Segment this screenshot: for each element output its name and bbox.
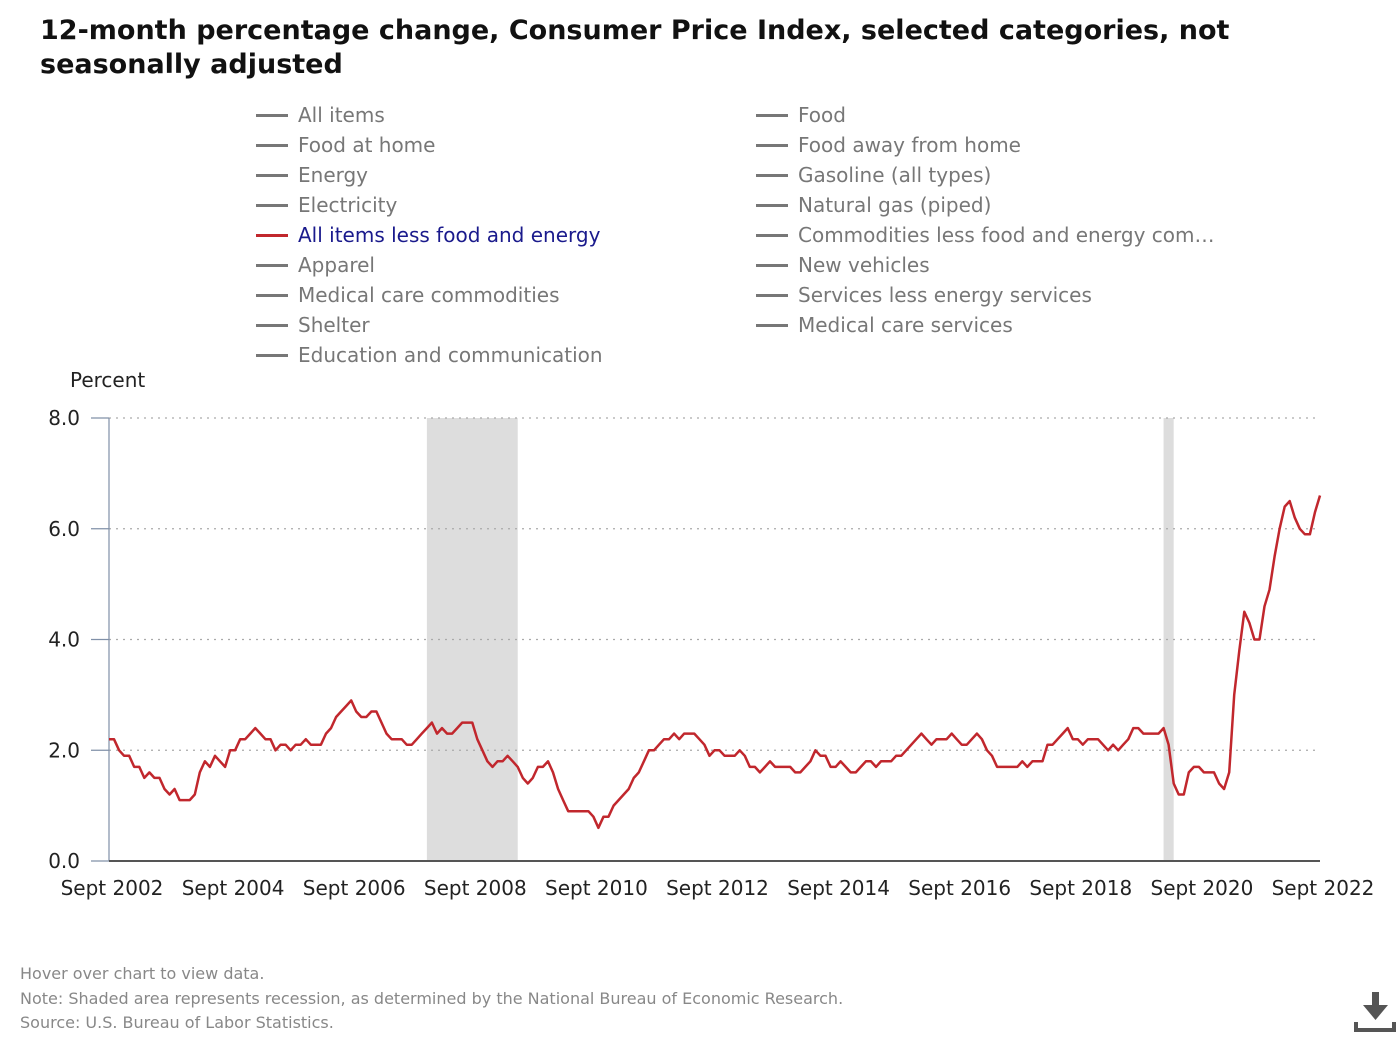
legend-swatch (756, 143, 788, 147)
legend-label: Medical care services (798, 313, 1013, 337)
legend-label: New vehicles (798, 253, 930, 277)
x-tick-label: Sept 2022 (1272, 876, 1375, 900)
legend-item[interactable]: Apparel (256, 250, 375, 280)
y-axis-title: Percent (70, 368, 146, 392)
legend-swatch (256, 323, 288, 327)
recession-band (426, 418, 518, 861)
legend-item[interactable]: Gasoline (all types) (756, 160, 991, 190)
x-tick-label: Sept 2020 (1151, 876, 1254, 900)
legend-swatch (256, 113, 288, 117)
x-tick-label: Sept 2008 (424, 876, 527, 900)
hover-hint: Hover over chart to view data. (20, 964, 265, 983)
x-tick-label: Sept 2016 (908, 876, 1011, 900)
legend-swatch (756, 113, 788, 117)
legend-item[interactable]: All items less food and energy (256, 220, 600, 250)
y-tick-label: 2.0 (48, 738, 80, 762)
legend-item[interactable]: Natural gas (piped) (756, 190, 991, 220)
legend-label: Services less energy services (798, 283, 1092, 307)
legend-label: Energy (298, 163, 369, 187)
legend-swatch (256, 353, 288, 357)
line-chart[interactable]: 0.0 2.0 4.0 6.0 8.0 Sept 2002 Sept 2004 Sept 20… (0, 395, 1400, 915)
y-tick-label: 8.0 (48, 406, 80, 430)
legend-item[interactable]: Food away from home (756, 130, 1021, 160)
legend-item[interactable]: Services less energy services (756, 280, 1092, 310)
legend-label: Medical care commodities (298, 283, 560, 307)
legend-label: Natural gas (piped) (798, 193, 992, 217)
recession-note: Note: Shaded area represents recession, … (20, 988, 844, 1008)
legend-item[interactable]: Medical care services (756, 310, 1013, 340)
x-tick-label: Sept 2018 (1029, 876, 1132, 900)
legend-swatch (256, 203, 288, 207)
x-tick-label: Sept 2014 (787, 876, 890, 900)
x-tick-label: Sept 2006 (303, 876, 406, 900)
legend-label: All items less food and energy (298, 223, 601, 247)
legend-swatch (256, 143, 288, 147)
legend-item[interactable]: Medical care commodities (256, 280, 559, 310)
legend-label: Apparel (298, 253, 375, 277)
legend-swatch (256, 293, 288, 297)
series-line (109, 495, 1322, 830)
legend-label: Electricity (298, 193, 398, 217)
x-tick-label: Sept 2004 (182, 876, 285, 900)
legend-swatch (256, 173, 288, 177)
legend-swatch (756, 203, 788, 207)
legend-label: Education and communication (298, 343, 603, 367)
legend-swatch (256, 233, 288, 237)
legend-swatch (256, 263, 288, 267)
legend-item[interactable]: Electricity (256, 190, 397, 220)
legend-swatch (756, 173, 788, 177)
x-tick-label: Sept 2010 (545, 876, 648, 900)
chart-title: 12-month percentage change, Consumer Pri… (40, 15, 1230, 80)
legend-swatch (756, 263, 788, 267)
legend-item[interactable]: Energy (256, 160, 368, 190)
x-tick-label: Sept 2012 (666, 876, 769, 900)
y-tick-label: 4.0 (48, 628, 80, 652)
y-tick-label: 0.0 (48, 849, 80, 873)
legend-item[interactable]: Food at home (256, 130, 435, 160)
legend-swatch (756, 323, 788, 327)
legend-item[interactable]: Food (756, 100, 846, 130)
legend-swatch (756, 293, 788, 297)
source-note: Source: U.S. Bureau of Labor Statistics. (20, 1013, 334, 1032)
legend-item[interactable]: Commodities less food and energy com… (756, 220, 1215, 250)
x-tick-label: Sept 2002 (61, 876, 164, 900)
y-tick-label: 6.0 (48, 517, 80, 541)
legend-label: All items (298, 103, 385, 127)
legend-swatch (756, 233, 788, 237)
legend-item[interactable]: All items (256, 100, 385, 130)
download-icon[interactable] (1352, 990, 1396, 1034)
legend-label: Shelter (298, 313, 370, 337)
legend-item[interactable]: New vehicles (756, 250, 930, 280)
legend-label: Food at home (298, 133, 436, 157)
legend-item[interactable]: Shelter (256, 310, 370, 340)
legend-label: Food (798, 103, 846, 127)
legend-label: Gasoline (all types) (798, 163, 992, 187)
legend-item[interactable]: Education and communication (256, 340, 603, 370)
legend-label: Food away from home (798, 133, 1021, 157)
chart-notes: Hover over chart to view data. Note: Sha… (20, 962, 843, 1036)
legend-label: Commodities less food and energy com… (798, 223, 1215, 247)
recession-band (1163, 418, 1174, 861)
